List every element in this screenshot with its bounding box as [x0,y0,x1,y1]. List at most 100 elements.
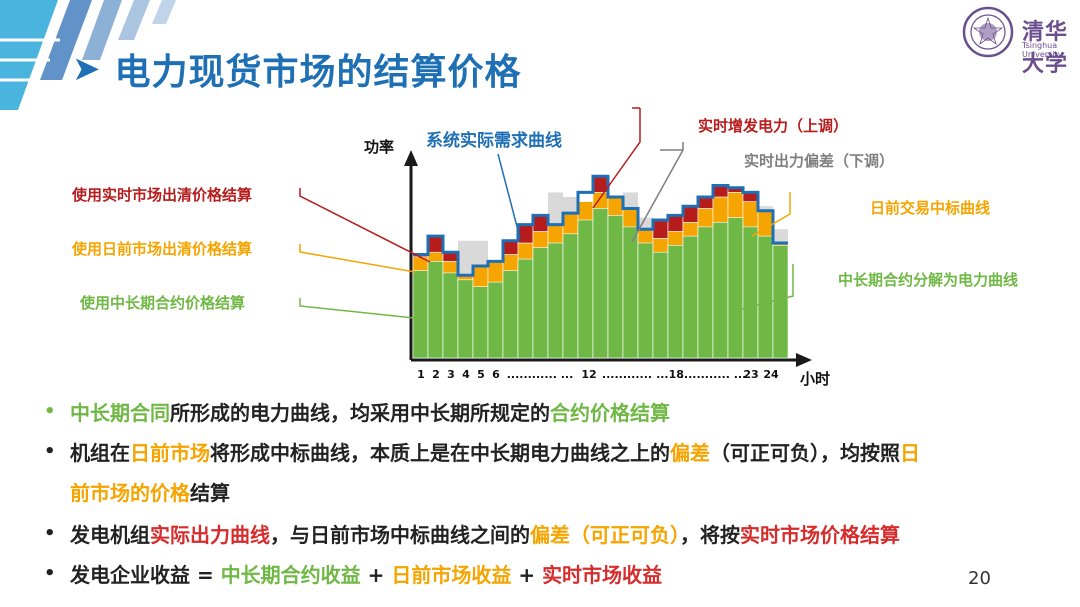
chevron-right-icon: ➤ [72,49,101,89]
bar-long-term [442,272,459,359]
bar-long-term [727,217,744,359]
bar-realtime-up [682,205,699,223]
bar-long-term [562,233,579,359]
bullet-text: 发电企业收益 = 中长期合约收益 + 日前市场收益 + 实时市场收益 [70,560,1050,590]
bar-realtime-up [712,185,729,198]
bullet-dot-icon: • [44,563,56,584]
settlement-price-chart: 功率 小时 1 2 3 4 5 6............ ... 12..........… [71,107,1018,388]
label-long-term-curve: 中长期合约分解为电力曲线 [838,271,1018,289]
bar-long-term [757,235,774,359]
leader-realtime-settlement [299,188,431,263]
bar-long-term [457,279,474,359]
bar-long-term [712,222,729,359]
bar-realtime-up [667,215,684,232]
y-axis-arrow-icon [404,150,418,166]
leader-long-term-curve [729,264,794,313]
x-axis-label: 小时 [800,370,830,388]
leader-actual-demand [497,153,521,239]
label-actual-demand-curve: 系统实际需求曲线 [426,130,562,151]
leader-realtime-up [592,108,641,209]
bullet-dot-icon: • [44,523,56,544]
label-day-ahead-curve: 日前交易中标曲线 [870,199,990,217]
bullet-segment: 偏差 [670,441,710,465]
title-row: ➤ 电力现货市场的结算价格 [72,44,522,94]
x-tick-label: 6 [492,368,500,381]
x-tick-label: 12 [581,368,596,381]
bar-realtime-up [517,224,534,244]
top-right-accent-line [1010,1,1080,3]
university-seal-logo [962,6,1014,58]
bar-long-term [502,270,519,359]
bullet-segment: + [511,563,543,587]
bullet-segment: （可正可负），均按照 [710,441,900,465]
x-tick-label: 1 [417,368,425,381]
bullet-segment: 中长期合约收益 [220,563,361,587]
bullet-segment: ，将按 [680,523,740,547]
bar-realtime-up [652,219,669,239]
bar-long-term [772,245,789,359]
label-realtime-settlement: 使用实时市场出清价格结算 [71,186,252,204]
bar-long-term [682,235,699,359]
bar-long-term [742,226,759,359]
bar-long-term [607,215,624,359]
bullet-dot-icon: • [44,441,56,462]
bar-long-term [697,226,714,359]
label-long-term-settlement: 使用中长期合约价格结算 [79,294,245,312]
x-tick-label: ............ ... [507,368,574,381]
bar-long-term [577,219,594,359]
bullet-text: 中长期合同所形成的电力曲线，均采用中长期所规定的合约价格结算 [70,398,1050,428]
bar-long-term [472,286,489,359]
bullet-segment: 结算 [190,481,230,505]
bullet-dot-icon: • [44,401,56,422]
page-title: 电力现货市场的结算价格 [114,52,522,93]
bar-long-term [532,247,549,359]
bullet-segment: ，与日前市场中标曲线之间的 [270,523,530,547]
bullet-text: 发电机组实际出力曲线，与日前市场中标曲线之间的偏差（可正可负），将按实时市场价格… [70,520,1050,550]
bullet-segment: 发电企业收益 = [70,563,221,587]
x-axis-arrow-icon [796,353,812,367]
x-tick-label: ...18 [656,368,684,381]
leader-day-ahead-settlement [299,244,416,273]
bar-long-term [547,242,564,359]
bullet-segment: 所形成的电力曲线，均采用中长期所规定的 [170,401,550,425]
bullet-segment: 日前市场收益 [391,563,512,587]
leader-day-ahead-curve [751,192,791,237]
page-number: 20 [968,568,991,589]
x-tick-label: 23 [743,368,758,381]
bullet-segment: 实时市场价格结算 [740,523,900,547]
leader-long-term-settlement [299,298,415,319]
bullet-segment: 偏差（可正可负） [530,523,680,547]
bar-long-term [487,281,504,359]
bar-long-term [427,261,444,359]
x-tick-label: 24 [763,368,779,381]
x-tick-label: 3 [447,368,455,381]
bullet-segment: + [360,563,392,587]
bar-realtime-up [697,196,714,209]
bar-long-term [517,258,534,359]
university-name: 清华大学 [1022,19,1069,77]
series-line-actual-demand [413,174,788,277]
label-day-ahead-settlement: 使用日前市场出清价格结算 [71,240,252,258]
university-name-en: Tsinghua University [1022,41,1063,59]
bullet-segment: 实时市场收益 [542,563,663,587]
bar-long-term [592,208,609,359]
corner-stripes-decoration [0,0,176,110]
label-realtime-up: 实时增发电力（上调） [698,117,848,135]
bullet-segment: 合约价格结算 [550,401,670,425]
x-tick-label: ............ [602,368,652,381]
bullet-segment: 中长期合同 [70,401,170,425]
lines-layer [413,174,788,277]
bar-long-term [652,251,669,359]
bullet-segment: 发电机组 [70,523,150,547]
bullet-segment: 日 [900,441,920,465]
bar-long-term [412,270,429,359]
bar-long-term [667,245,684,359]
bullet-text: 前市场的价格结算 [70,478,1050,508]
x-tick-label: 5 [477,368,485,381]
bar-realtime-up [427,235,444,253]
bar-long-term [637,242,654,359]
tick-labels: 1 2 3 4 5 6 ............ ... 12............ ...1… [417,368,779,381]
bar-long-term [622,226,639,359]
bullet-segment: 机组在 [70,441,130,465]
x-tick-label: 4 [462,368,470,381]
